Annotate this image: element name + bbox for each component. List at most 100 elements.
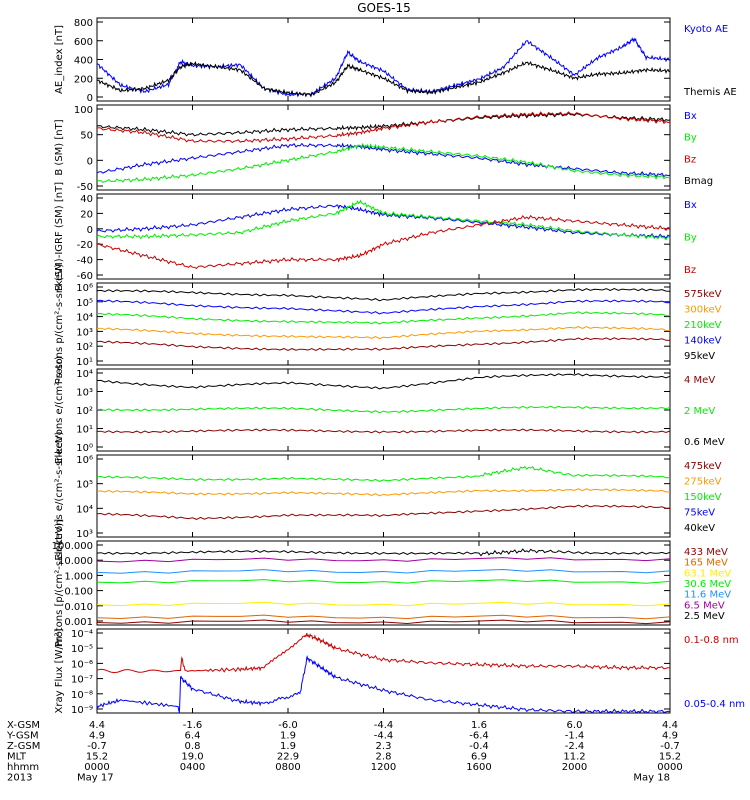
y-tick-label: 10⁰ (76, 443, 93, 454)
y-tick-label: 100 (74, 105, 93, 116)
ephem-cell: -6.0 (278, 720, 298, 731)
series-line-by (96, 142, 671, 183)
legend-entry: 575keV (684, 289, 722, 300)
ephem-cell: 15.2 (86, 752, 108, 763)
ephem-cell: -0.7 (87, 741, 107, 752)
ephem-cell: 2.8 (376, 752, 392, 763)
panel-b: 100 50 0 -50 B (SM) [nT] Bx By Bz Bmag (54, 104, 713, 193)
legend-entry: 63.1 MeV (684, 568, 731, 579)
series-line-bz (96, 111, 671, 144)
ephem-cell: 6.9 (471, 752, 487, 763)
ephem-cell: 0400 (180, 762, 205, 773)
legend-entry: Bz (684, 265, 696, 276)
series-line-575kev (96, 337, 671, 351)
series-line-140kev (96, 299, 671, 315)
y-tick-label: 0 (87, 93, 93, 104)
legend-entry: Bx (684, 111, 697, 122)
figure-title: GOES-15 (357, 1, 411, 15)
y-tick-label: -60 (77, 271, 93, 282)
ephem-cell: -1.6 (183, 720, 203, 731)
ephem-cell: -4.4 (374, 731, 394, 742)
y-tick-label: -20 (77, 240, 93, 251)
y-tick-label: 0.001 (64, 617, 93, 628)
series-line-2-mev (96, 405, 671, 414)
series-line-0-6-mev (96, 373, 671, 390)
ephem-cell: -6.4 (469, 731, 489, 742)
series-line-0-1-0-8-nm (96, 632, 670, 674)
ephem-cell: 6.4 (185, 731, 201, 742)
legend-entry: 4 MeV (684, 375, 715, 386)
series-line-475kev (96, 504, 671, 520)
series-line-themis-ae (97, 60, 671, 98)
ephem-cell: May 17 (77, 773, 114, 784)
y-tick-label: 10¹ (76, 425, 93, 436)
series-line-275kev (96, 488, 671, 497)
y-tick-label: -40 (77, 256, 93, 267)
y-tick-label: 10⁴ (76, 313, 93, 324)
ephem-cell: 1.9 (280, 731, 296, 742)
legend-entry: Bx (684, 200, 697, 211)
panel-frame (96, 193, 671, 280)
y-tick-label: 10¹ (76, 357, 93, 368)
y-tick-label: 200 (74, 74, 93, 85)
y-tick-label: 20 (80, 209, 93, 220)
legend-entry: 165 MeV (684, 558, 728, 569)
y-tick-label: 10⁻⁹ (71, 705, 93, 716)
series-line-11-6-mev (96, 568, 671, 574)
y-tick-label: -50 (77, 182, 93, 193)
legend-entry: 0.1-0.8 nm (684, 635, 739, 646)
y-tick-label: 10.000 (58, 556, 93, 567)
y-tick-label: 10⁻⁵ (71, 644, 93, 655)
ephem-row-label: Z-GSM (7, 741, 40, 752)
series-line-210kev (96, 311, 671, 325)
legend-entry: 2 MeV (684, 406, 715, 417)
panel-frame (96, 454, 671, 538)
series-line-150kev (96, 465, 671, 482)
series-line-300kev (96, 326, 671, 340)
y-tick-label: 10² (76, 406, 93, 417)
ephemeris-table: X-GSMY-GSMZ-GSMMLThhmm20134.44.9-0.715.2… (6, 720, 683, 784)
panel-e2: 10⁶ 10⁵ 10⁴ 10³ Electrons e/(cm²-s-sr-keV) 47… (54, 431, 722, 560)
y-tick-label: 10⁶ (76, 283, 93, 294)
y-tick-label: 40 (80, 194, 93, 205)
series-line-bx (96, 142, 671, 178)
y-axis-label: Xray Flux [W/m²] (54, 628, 65, 713)
series-line-bz (96, 214, 671, 270)
ephem-cell: 1600 (466, 762, 491, 773)
panel-frame (96, 368, 671, 452)
y-tick-label: 0 (87, 225, 93, 236)
y-tick-label: 10⁵ (76, 298, 93, 309)
y-tick-label: 1.000 (64, 571, 93, 582)
series-line-433-mev (96, 619, 671, 625)
legend-entry: 433 MeV (684, 547, 728, 558)
ephem-cell: 11.2 (563, 752, 585, 763)
ephem-row-label: Y-GSM (6, 731, 39, 742)
ephem-cell: 4.9 (89, 731, 105, 742)
ephem-cell: -1.4 (565, 731, 585, 742)
y-tick-label: 10⁻⁶ (71, 659, 93, 670)
y-tick-label: 10³ (76, 388, 93, 399)
panel-frame (96, 628, 671, 714)
legend-entry: 300keV (684, 305, 722, 316)
ephem-cell: -0.7 (660, 741, 680, 752)
ephem-cell: 4.4 (662, 720, 678, 731)
y-tick-label: 10⁶ (76, 455, 93, 466)
ephem-row-label: hhmm (7, 762, 39, 773)
series-line-bmag (96, 112, 671, 137)
ephem-cell: 15.2 (659, 752, 681, 763)
y-tick-label: 10⁴ (76, 504, 93, 515)
y-axis-label: Electrons e/(cm²-s-sr-keV) (54, 431, 65, 560)
legend-entry: 40keV (684, 523, 715, 534)
ephem-row-label: 2013 (7, 773, 32, 784)
ephem-cell: 1.6 (471, 720, 487, 731)
y-tick-label: 0.100 (64, 587, 93, 598)
legend-entry: 275keV (684, 477, 722, 488)
y-tick-label: 10⁴ (76, 369, 93, 380)
y-axis-label: Electrons e/(cm²-s-sr) (54, 356, 65, 464)
legend-entry: 150keV (684, 492, 722, 503)
legend-entry: By (684, 133, 697, 144)
y-tick-label: 100.000 (52, 541, 93, 552)
ephem-row-label: X-GSM (7, 720, 40, 731)
ephem-cell: 4.9 (662, 731, 678, 742)
